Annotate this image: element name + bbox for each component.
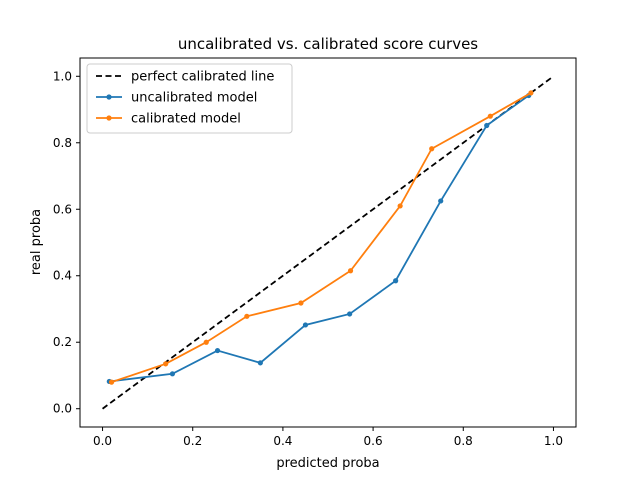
calibrated-model-point bbox=[528, 90, 534, 96]
plot-frame bbox=[79, 57, 577, 428]
x-tick-label: 1.0 bbox=[544, 434, 563, 448]
y-tick-label: 0.6 bbox=[53, 202, 72, 216]
uncalibrated-model-point bbox=[169, 371, 176, 377]
calibrated-model-point bbox=[298, 300, 304, 306]
uncalibrated-model-line bbox=[109, 94, 530, 383]
legend-label: uncalibrated model bbox=[131, 91, 257, 106]
uncalibrated-model-point bbox=[302, 322, 309, 328]
legend-box bbox=[86, 63, 293, 134]
uncalibrated-model-point bbox=[393, 278, 399, 284]
uncalibrated-model-point bbox=[214, 347, 221, 354]
legend-label: perfect calibrated line bbox=[131, 70, 274, 85]
calibrated-model-point bbox=[163, 361, 169, 367]
y-axis-ticks: 0.0 0.2 0.4 0.6 0.8 1.0 bbox=[53, 69, 80, 416]
y-tick-label: 0.2 bbox=[53, 335, 72, 349]
y-tick-label: 1.0 bbox=[53, 69, 72, 83]
legend-marker-uncalibrated-model bbox=[106, 94, 112, 100]
calibrated-model-point bbox=[397, 203, 403, 209]
y-tick-label: 0.0 bbox=[53, 402, 72, 416]
x-tick-label: 0.8 bbox=[454, 434, 473, 448]
x-tick-label: 0.6 bbox=[364, 434, 383, 448]
x-tick-label: 0.4 bbox=[273, 434, 292, 448]
uncalibrated-model-point bbox=[438, 198, 444, 204]
uncalibrated-model-point bbox=[347, 311, 353, 317]
calibrated-model-point bbox=[347, 268, 354, 274]
x-axis-label: predicted proba bbox=[276, 456, 379, 471]
calibrated-model-point bbox=[203, 339, 209, 345]
uncalibrated-model-point bbox=[484, 122, 490, 129]
series-layer bbox=[102, 75, 554, 410]
calibrated-model-point bbox=[487, 113, 493, 119]
calibrated-model-point bbox=[108, 379, 115, 385]
calibrated-model-point bbox=[244, 313, 250, 319]
perfect-calibrated-line-line bbox=[102, 75, 554, 410]
y-axis-label: real proba bbox=[29, 209, 44, 275]
uncalibrated-model-point bbox=[257, 360, 263, 366]
legend-marker-calibrated-model bbox=[106, 115, 112, 121]
x-axis-ticks: 0.0 0.2 0.4 0.6 0.8 1.0 bbox=[93, 427, 563, 448]
y-tick-label: 0.8 bbox=[53, 136, 72, 150]
legend-label: calibrated model bbox=[131, 112, 241, 127]
calibrated-model-line bbox=[111, 92, 532, 383]
x-tick-label: 0.2 bbox=[183, 434, 202, 448]
chart-title: uncalibrated vs. calibrated score curves bbox=[178, 35, 478, 53]
calibrated-model-point bbox=[429, 146, 435, 152]
x-tick-label: 0.0 bbox=[93, 434, 112, 448]
legend: perfect calibrated line uncalibrated mode… bbox=[86, 63, 293, 134]
y-tick-label: 0.4 bbox=[53, 269, 72, 283]
